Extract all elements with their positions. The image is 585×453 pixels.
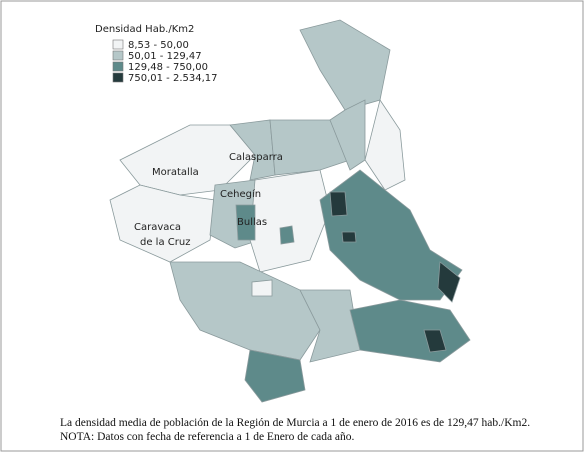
- municipality: [244, 349, 306, 403]
- place-label: Moratalla: [152, 167, 199, 178]
- caption: La densidad media de población de la Reg…: [60, 417, 530, 429]
- municipality: [319, 169, 463, 301]
- municipality: [341, 231, 357, 243]
- legend-title: Densidad Hab./Km2: [95, 24, 194, 35]
- caption: NOTA: Datos con fecha de referencia a 1 …: [60, 431, 355, 443]
- place-label: Bullas: [237, 217, 267, 228]
- legend-swatch: [112, 72, 124, 83]
- municipality: [269, 119, 351, 176]
- municipality: [251, 279, 273, 297]
- municipality: [279, 225, 295, 245]
- municipality: [299, 289, 361, 363]
- municipalities: [109, 19, 471, 403]
- municipality: [423, 329, 447, 353]
- place-label: de la Cruz: [140, 237, 190, 248]
- legend-label: 8,53 - 50,00: [128, 40, 189, 51]
- place-label: Caravaca: [134, 222, 181, 233]
- legend-label: 750,01 - 2.534,17: [128, 73, 218, 84]
- municipality: [329, 99, 366, 171]
- municipality: [229, 119, 276, 181]
- municipality: [364, 99, 406, 191]
- legend-swatch: [112, 50, 124, 61]
- legend-swatch: [112, 39, 124, 50]
- place-label: Cehegín: [220, 188, 261, 200]
- legend-label: 129,48 - 750,00: [128, 62, 208, 73]
- municipality: [329, 191, 348, 217]
- legend-swatch: [112, 61, 124, 72]
- municipality: [235, 204, 256, 241]
- legend-label: 50,01 - 129,47: [128, 51, 202, 62]
- municipality: [437, 261, 461, 303]
- place-label: Calasparra: [229, 152, 283, 163]
